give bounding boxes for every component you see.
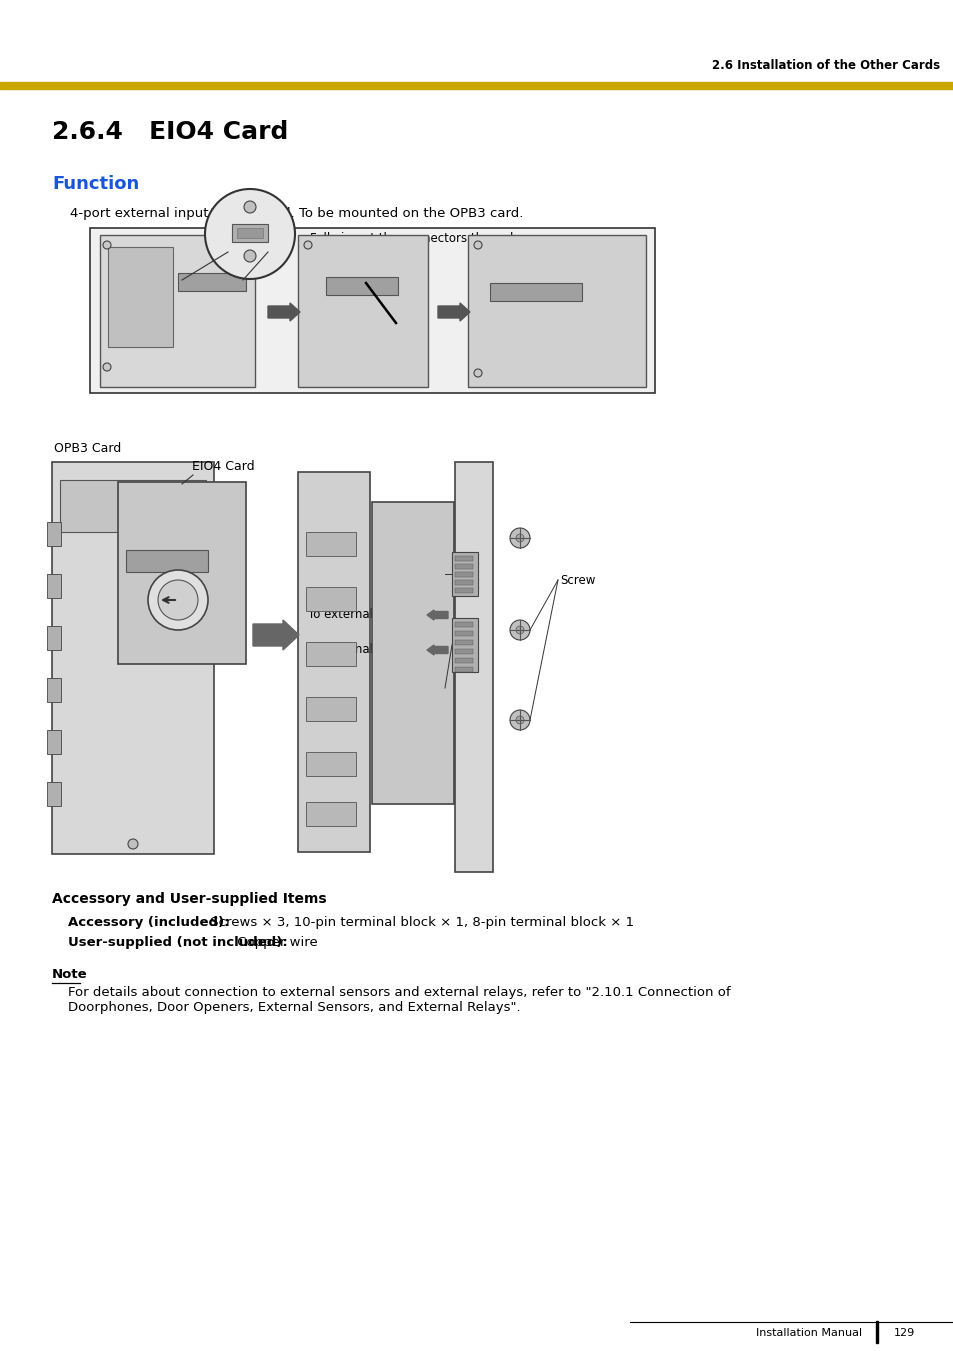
Bar [455, 667, 473, 671]
Bar [455, 648, 473, 654]
Bar [306, 642, 355, 666]
Bar [490, 282, 581, 301]
Circle shape [516, 534, 523, 542]
Bar [306, 697, 355, 721]
Text: 10-pin: 10-pin [407, 681, 444, 694]
Circle shape [205, 189, 294, 280]
Bar [306, 586, 355, 611]
Bar [232, 224, 268, 242]
Bar [297, 471, 370, 852]
FancyArrow shape [427, 611, 448, 620]
Bar [60, 480, 206, 532]
FancyArrow shape [268, 303, 299, 322]
Bar [372, 503, 454, 804]
Text: 2.6.4   EIO4 Card: 2.6.4 EIO4 Card [52, 120, 288, 145]
Bar [306, 753, 355, 775]
Bar [47, 574, 61, 598]
Bar [455, 640, 473, 644]
Text: User-supplied (not included):: User-supplied (not included): [68, 936, 288, 948]
Text: To external relays: To external relays [308, 643, 412, 657]
FancyArrow shape [427, 644, 448, 655]
Bar [47, 678, 61, 703]
Bar [178, 273, 246, 290]
Text: 129: 129 [893, 1328, 914, 1337]
Bar [52, 462, 213, 854]
Text: Installation Manual: Installation Manual [755, 1328, 862, 1337]
Text: Copper wire: Copper wire [233, 936, 317, 948]
Circle shape [158, 580, 198, 620]
Text: Fully insert the connectors through
the panel openings.: Fully insert the connectors through the … [310, 232, 517, 259]
Bar [455, 580, 473, 585]
Circle shape [103, 240, 111, 249]
Text: For details about connection to external sensors and external relays, refer to ": For details about connection to external… [68, 986, 730, 1015]
Text: OPB3 Card: OPB3 Card [54, 442, 121, 455]
Circle shape [148, 570, 208, 630]
Circle shape [103, 363, 111, 372]
Bar [126, 550, 208, 571]
Circle shape [510, 711, 530, 730]
Bar [455, 588, 473, 593]
Circle shape [510, 528, 530, 549]
Bar [455, 563, 473, 569]
Text: To external sensors: To external sensors [308, 608, 421, 621]
Bar [108, 247, 172, 347]
Bar [326, 277, 397, 295]
Text: Screw: Screw [559, 574, 595, 586]
Bar [452, 617, 477, 671]
Bar [236, 228, 263, 238]
Text: 2.6 Installation of the Other Cards: 2.6 Installation of the Other Cards [711, 59, 939, 72]
Text: 8-pin: 8-pin [415, 551, 444, 565]
Circle shape [510, 620, 530, 640]
Circle shape [516, 716, 523, 724]
Bar [875, 1321, 877, 1343]
Text: Function: Function [52, 176, 139, 193]
Bar [90, 228, 655, 393]
Text: Accessory (included):: Accessory (included): [68, 916, 230, 929]
Circle shape [474, 369, 481, 377]
Circle shape [474, 240, 481, 249]
Bar [118, 482, 246, 663]
Text: Screws × 3, 10-pin terminal block × 1, 8-pin terminal block × 1: Screws × 3, 10-pin terminal block × 1, 8… [206, 916, 634, 929]
Circle shape [516, 626, 523, 634]
Bar [100, 235, 254, 386]
Bar [47, 730, 61, 754]
FancyArrow shape [437, 303, 470, 322]
Bar [468, 235, 645, 386]
Bar [306, 532, 355, 557]
Bar [455, 571, 473, 577]
Bar [306, 802, 355, 825]
Bar [455, 557, 473, 561]
Bar [47, 782, 61, 807]
Bar [47, 521, 61, 546]
Text: 4-port external input/output card. To be mounted on the OPB3 card.: 4-port external input/output card. To be… [70, 207, 523, 220]
Bar [0, 82, 953, 89]
Circle shape [244, 250, 255, 262]
Bar [452, 553, 477, 596]
Bar [455, 631, 473, 636]
Bar [297, 235, 428, 386]
Bar [47, 626, 61, 650]
FancyArrow shape [253, 620, 298, 650]
Bar [455, 462, 493, 871]
Text: Accessory and User-supplied Items: Accessory and User-supplied Items [52, 892, 326, 907]
Text: EIO4 Card: EIO4 Card [192, 459, 254, 473]
Bar [455, 621, 473, 627]
Text: Note: Note [52, 969, 88, 981]
Bar [455, 658, 473, 663]
Circle shape [244, 201, 255, 213]
Circle shape [128, 839, 138, 848]
Circle shape [304, 240, 312, 249]
